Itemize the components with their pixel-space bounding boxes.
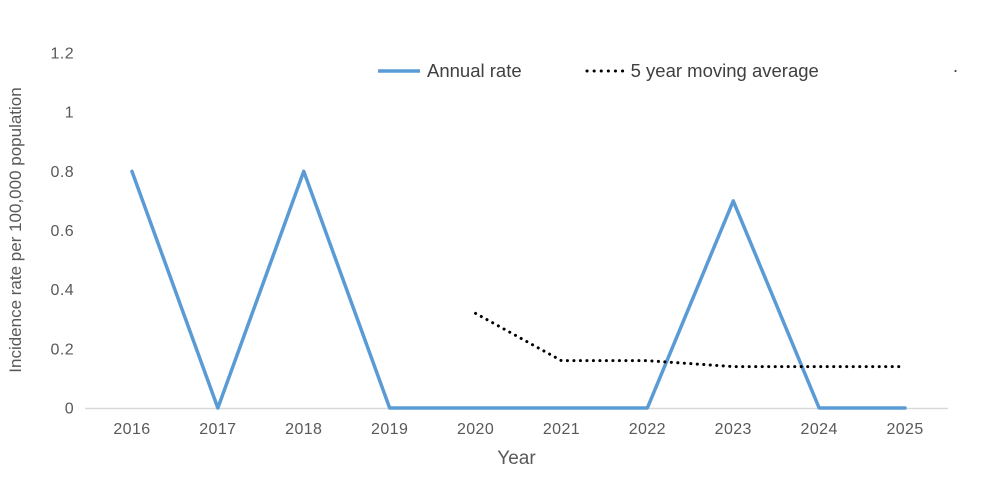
x-tick-label: 2018 — [285, 421, 322, 438]
y-tick-label: 0.2 — [51, 341, 74, 358]
legend-label-moving-average: 5 year moving average — [630, 60, 819, 81]
annual-rate-line — [130, 169, 907, 410]
moving-average-line — [474, 311, 907, 369]
y-tick-label: 0.4 — [51, 282, 74, 299]
x-axis-title: Year — [497, 448, 536, 469]
x-tick-label: 2019 — [371, 421, 408, 438]
x-tick-label: 2022 — [629, 421, 666, 438]
x-tick-label: 2017 — [199, 421, 236, 438]
y-tick-label: 1.2 — [51, 46, 74, 63]
stray-period-text: . — [953, 56, 959, 76]
solid-line-swatch-icon — [378, 69, 420, 73]
x-tick-label: 2025 — [886, 421, 923, 438]
y-tick-label: 0 — [65, 401, 74, 418]
x-tick-label: 2024 — [801, 421, 838, 438]
y-axis-title: Incidence rate per 100,000 population — [6, 87, 25, 373]
legend-item-annual-rate: Annual rate — [376, 60, 522, 82]
legend-label-annual-rate: Annual rate — [427, 60, 522, 81]
y-tick-label: 0.8 — [51, 164, 74, 181]
legend-item-moving-average: 5 year moving average — [584, 60, 819, 82]
x-tick-label: 2023 — [715, 421, 752, 438]
x-tick-label: 2020 — [457, 421, 494, 438]
y-tick-label: 1 — [65, 105, 74, 122]
dotted-line-swatch-icon — [585, 69, 626, 73]
x-tick-label: 2021 — [543, 421, 580, 438]
x-tick-label: 2016 — [113, 421, 150, 438]
legend: Annual rate 5 year moving average — [376, 58, 819, 84]
y-tick-label: 0.6 — [51, 223, 74, 240]
